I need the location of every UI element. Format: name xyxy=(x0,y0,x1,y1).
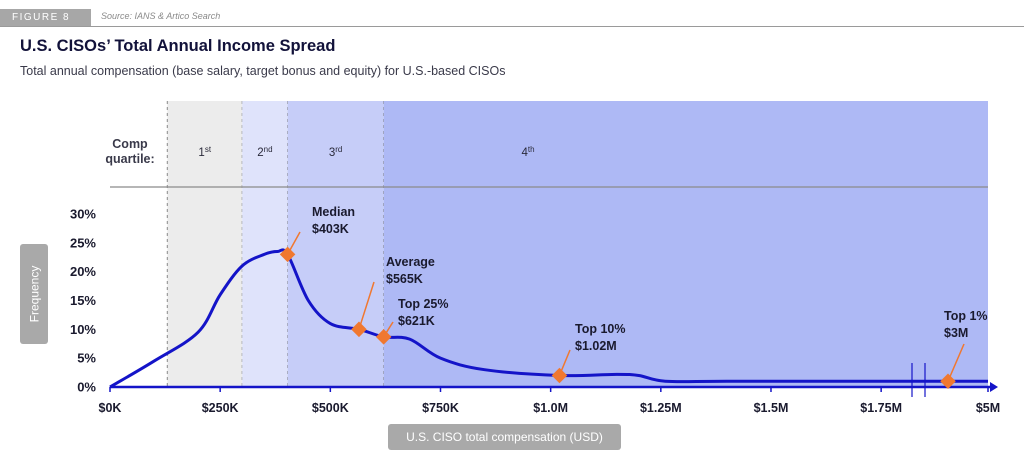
marker-leader-top-1 xyxy=(947,343,965,382)
marker-value-average: $565K xyxy=(386,272,423,286)
marker-label-median: Median xyxy=(312,205,355,219)
header-rule xyxy=(0,26,1024,27)
source-note: Source: IANS & Artico Search xyxy=(101,11,221,21)
y-axis-label-box: Frequency xyxy=(20,244,48,344)
quartile-band-3 xyxy=(287,101,384,387)
marker-label-top-25: Top 25% xyxy=(398,297,448,311)
x-tick-label: $1.75M xyxy=(860,401,902,415)
y-tick-label: 5% xyxy=(77,351,96,366)
x-tick-label: $1.5M xyxy=(754,401,789,415)
y-tick-label: 20% xyxy=(70,264,96,279)
marker-value-top-10: $1.02M xyxy=(575,339,617,353)
marker-value-top-1: $3M xyxy=(944,326,968,340)
quartile-band-4 xyxy=(383,101,989,387)
x-tick-label: $1.0M xyxy=(533,401,568,415)
x-axis-label-box: U.S. CISO total compensation (USD) xyxy=(388,424,621,450)
marker-leader-average xyxy=(358,281,375,330)
x-axis-label: U.S. CISO total compensation (USD) xyxy=(406,430,603,444)
x-tick-label: $500K xyxy=(312,401,349,415)
x-tick-label: $0K xyxy=(99,401,122,415)
x-tick-label: $750K xyxy=(422,401,459,415)
x-axis-arrow xyxy=(990,382,998,392)
chart-title: U.S. CISOs’ Total Annual Income Spread xyxy=(20,37,336,55)
marker-value-top-25: $621K xyxy=(398,314,435,328)
marker-label-top-1: Top 1% xyxy=(944,309,988,323)
y-tick-label: 10% xyxy=(70,322,96,337)
quartile-header-label: quartile: xyxy=(105,152,154,166)
y-tick-label: 15% xyxy=(70,293,96,308)
figure-tag: FIGURE 8 xyxy=(0,9,91,26)
quartile-header-label: Comp xyxy=(112,137,148,151)
marker-value-median: $403K xyxy=(312,222,349,236)
x-tick-label: $1.25M xyxy=(640,401,682,415)
x-tick-label: $5M xyxy=(976,401,1000,415)
marker-label-top-10: Top 10% xyxy=(575,322,625,336)
quartile-band-1 xyxy=(167,101,243,387)
x-tick-label: $250K xyxy=(202,401,239,415)
y-tick-label: 25% xyxy=(70,235,96,250)
y-axis-label: Frequency xyxy=(27,265,42,323)
marker-label-average: Average xyxy=(386,255,435,269)
chart-subtitle: Total annual compensation (base salary, … xyxy=(20,64,506,78)
y-tick-label: 0% xyxy=(77,380,96,395)
y-tick-label: 30% xyxy=(70,207,96,222)
quartile-band-2 xyxy=(242,101,288,387)
